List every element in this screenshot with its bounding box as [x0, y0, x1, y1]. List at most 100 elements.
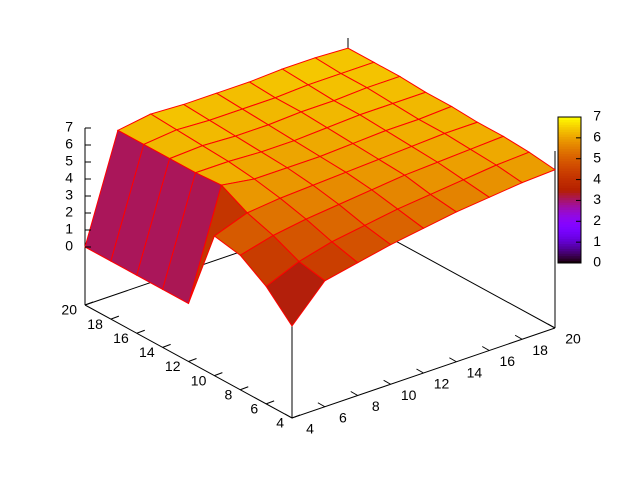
- colorbar-segment: [558, 224, 581, 227]
- colorbar-segment: [558, 151, 581, 154]
- colorbar-segment: [558, 170, 581, 174]
- y-tick: [162, 343, 171, 348]
- colorbar-segment: [558, 158, 581, 162]
- colorbar-segment: [558, 211, 581, 215]
- x-tick: [547, 323, 556, 329]
- colorbar-segment: [558, 245, 581, 249]
- z-tick-label: 6: [65, 136, 73, 152]
- colorbar-segment: [558, 243, 581, 247]
- colorbar-segment: [558, 216, 581, 220]
- cb-tick-label: 5: [593, 149, 601, 165]
- x-tick-label: 14: [467, 364, 483, 380]
- y-tick: [110, 315, 120, 320]
- colorbar-segment: [558, 126, 581, 130]
- colorbar-segment: [558, 250, 581, 254]
- colorbar-segment: [558, 226, 581, 230]
- z-tick-label: 7: [65, 119, 73, 135]
- x-tick-label: 16: [499, 353, 515, 369]
- colorbar-segment: [558, 209, 581, 213]
- cb-tick-label: 4: [593, 170, 601, 186]
- x-tick-label: 10: [401, 387, 417, 403]
- colorbar-segment: [558, 153, 581, 157]
- colorbar-segment: [558, 202, 581, 206]
- colorbar-segment: [558, 214, 581, 218]
- y-tick: [84, 301, 94, 306]
- colorbar-segment: [558, 177, 581, 181]
- surface-cell: [265, 260, 326, 327]
- x-tick: [416, 368, 424, 374]
- colorbar-segment: [558, 117, 581, 120]
- colorbar-segment: [558, 190, 581, 193]
- colorbar-segment: [558, 163, 581, 167]
- z-tick-label: 4: [65, 170, 73, 186]
- y-tick-label: 20: [61, 302, 77, 318]
- x-tick: [317, 402, 326, 408]
- cb-tick-label: 0: [593, 254, 601, 270]
- z-tick-label: 2: [65, 204, 73, 220]
- colorbar-segment: [558, 255, 581, 259]
- cb-tick-label: 3: [593, 191, 601, 207]
- colorbar-segment: [558, 180, 581, 184]
- z-tick-label: 5: [65, 153, 73, 169]
- colorbar-segment: [558, 119, 581, 123]
- colorbar-segment: [558, 134, 581, 137]
- x-tick-label: 18: [532, 342, 548, 358]
- colorbar-segment: [558, 228, 581, 232]
- colorbar-segment: [558, 155, 581, 159]
- colorbar-segment: [558, 207, 581, 210]
- colorbar-segment: [558, 197, 581, 201]
- colorbar-segment: [558, 204, 581, 208]
- colorbar-frame: [557, 116, 582, 264]
- colorbar-segment: [558, 260, 581, 264]
- y-tick-label: 18: [87, 316, 103, 332]
- colorbar-segment: [558, 185, 581, 189]
- y-tick-label: 8: [224, 386, 232, 402]
- colorbar-segment: [558, 219, 581, 223]
- y-tick: [265, 400, 275, 405]
- colorbar-segment: [558, 146, 581, 150]
- x-tick: [383, 379, 391, 385]
- colorbar-segment: [558, 194, 581, 198]
- cb-tick-label: 6: [593, 129, 601, 145]
- colorbar-segment: [558, 141, 581, 145]
- colorbar-segment: [558, 233, 581, 237]
- cb-tick-label: 2: [593, 212, 601, 228]
- x-tick: [284, 413, 293, 419]
- x-tick-label: 6: [339, 409, 347, 425]
- colorbar-segment: [558, 131, 581, 135]
- y-tick-label: 6: [250, 401, 258, 417]
- cb-tick-label: 7: [593, 108, 601, 124]
- colorbar-segment: [558, 143, 581, 147]
- y-tick: [136, 329, 145, 334]
- cb-tick-label: 1: [593, 233, 601, 249]
- colorbar-segment: [558, 231, 581, 235]
- z-tick-label: 0: [65, 238, 73, 254]
- x-tick-label: 20: [565, 331, 581, 347]
- colorbar-segment: [558, 258, 581, 262]
- x-tick-label: 4: [306, 421, 314, 437]
- z-tick-label: 1: [65, 221, 73, 237]
- y-tick-label: 10: [191, 372, 207, 388]
- y-tick: [214, 372, 223, 377]
- colorbar-segment: [558, 138, 581, 142]
- colorbar-segment: [558, 238, 581, 242]
- colorbar-segment: [558, 192, 581, 196]
- z-tick-label: 3: [65, 187, 73, 203]
- y-tick-label: 4: [276, 415, 284, 431]
- colorbar-segment: [558, 236, 581, 240]
- y-tick-label: 14: [139, 344, 155, 360]
- colorbar-segment: [558, 148, 581, 152]
- colorbar-segment: [558, 124, 581, 128]
- colorbar-segment: [558, 253, 581, 257]
- x-tick: [350, 391, 358, 396]
- colorbar-segment: [558, 241, 581, 245]
- colorbar-segment: [558, 182, 581, 186]
- colorbar-segment: [558, 136, 581, 140]
- y-tick: [240, 386, 249, 391]
- colorbar-segment: [558, 187, 581, 191]
- x-tick: [482, 346, 490, 351]
- colorbar-segment: [558, 129, 581, 133]
- colorbar-segment: [558, 168, 581, 172]
- colorbar-segment: [558, 172, 581, 176]
